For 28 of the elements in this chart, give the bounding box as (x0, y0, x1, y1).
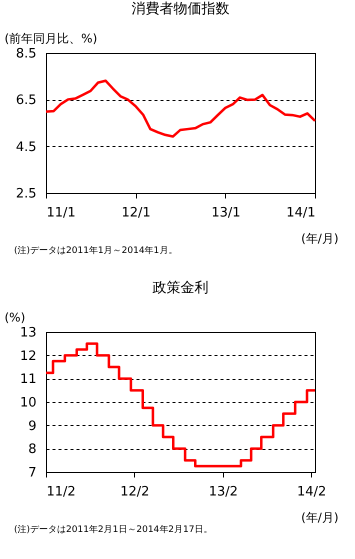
x-axis-title: (年/月) (301, 510, 338, 524)
x-tick-label: 13/1 (211, 206, 241, 220)
text: (注)データは2011年2月1日～2014年2月17日。 (14, 525, 214, 536)
y-tick-label: 11 (20, 372, 36, 388)
text: (注)データは2011年1月～2014年1月。 (14, 246, 178, 257)
y-axis-title: (前年同月比、%) (4, 32, 98, 46)
x-tick-label: 12/2 (120, 484, 150, 500)
y-tick-label: 4.5 (16, 140, 36, 155)
line-series (44, 80, 316, 138)
x-axis-title: (年/月) (301, 232, 338, 246)
y-tick-label: 9 (28, 418, 36, 434)
chart-title: 消費者物価指数 (132, 1, 230, 17)
y-axis-title: (%) (4, 310, 26, 324)
x-tick-label: 12/1 (121, 206, 151, 220)
x-tick-label: 11/1 (46, 206, 76, 220)
chart-title: 政策金利 (152, 280, 208, 296)
y-tick-label: 8 (28, 442, 36, 458)
y-tick-label: 12 (20, 348, 36, 364)
y-tick-label: 2.5 (16, 186, 36, 202)
x-tick-label: 14/2 (297, 484, 326, 500)
x-tick-label: 11/2 (46, 484, 76, 500)
y-tick-label: 10 (20, 396, 36, 410)
y-tick-label: 6.5 (16, 93, 36, 108)
y-tick-label: 13 (20, 326, 36, 340)
y-tick-label: 7 (28, 466, 36, 480)
x-tick-label: 14/1 (286, 206, 316, 220)
y-tick-label: 8.5 (16, 46, 36, 62)
x-tick-label: 13/2 (208, 484, 238, 500)
